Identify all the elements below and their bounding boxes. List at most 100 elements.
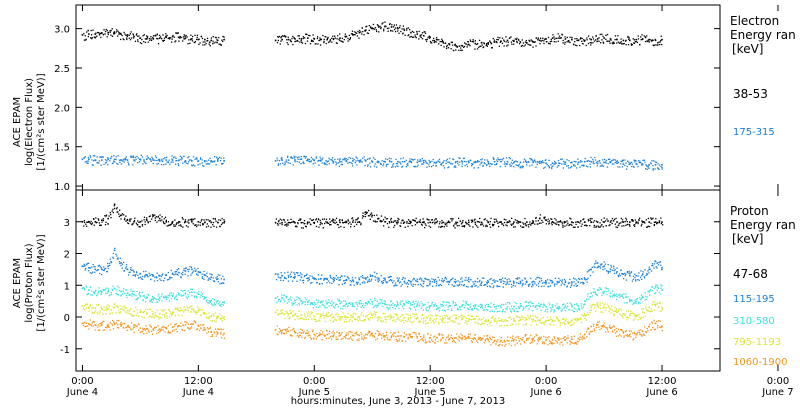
proton-point [180, 309, 183, 311]
electron-point [196, 158, 198, 160]
proton-point [195, 270, 197, 272]
electron-point [460, 47, 462, 49]
proton-point [93, 292, 96, 295]
electron-point [343, 39, 345, 41]
proton-point [450, 279, 452, 281]
electron-point [139, 158, 142, 161]
proton-point [575, 283, 577, 285]
proton-point [379, 220, 381, 222]
electron-point [607, 40, 609, 42]
electron-series-1 [81, 154, 663, 171]
electron-point [607, 163, 609, 165]
proton-point [557, 318, 559, 320]
electron-point [481, 158, 483, 160]
electron-point [154, 159, 156, 161]
proton-point [319, 301, 322, 304]
proton-point [191, 221, 193, 223]
electron-point [326, 38, 328, 41]
proton-point [220, 305, 222, 307]
proton-point [576, 221, 578, 223]
proton-point [364, 211, 366, 213]
proton-point [183, 289, 185, 291]
electron-point [442, 41, 444, 43]
proton-point [488, 285, 491, 287]
proton-point [294, 318, 296, 321]
electron-point [463, 160, 466, 163]
proton-point [360, 276, 362, 278]
proton-point [98, 264, 101, 266]
proton-point [124, 292, 126, 294]
proton-point [154, 214, 156, 216]
proton-point [302, 318, 305, 320]
proton-point [537, 316, 539, 319]
electron-point [390, 30, 392, 32]
electron-point [336, 38, 338, 40]
electron-point [133, 159, 135, 161]
proton-point [154, 276, 156, 278]
proton-point [333, 307, 336, 309]
electron-point [557, 40, 559, 42]
electron-point [191, 165, 193, 167]
electron-point [332, 162, 334, 164]
proton-point [445, 314, 447, 316]
proton-point [603, 261, 605, 263]
proton-point [390, 300, 392, 303]
proton-point [127, 222, 129, 224]
proton-point [276, 309, 279, 311]
electron-point [372, 27, 375, 30]
electron-point [525, 160, 527, 163]
electron-point [390, 160, 393, 163]
proton-point [531, 281, 533, 283]
proton-point [86, 294, 88, 296]
proton-point [116, 255, 118, 257]
proton-point [81, 287, 84, 290]
proton-point [452, 277, 454, 280]
electron-point [564, 38, 567, 40]
electron-point [659, 43, 661, 46]
proton-point [549, 285, 552, 287]
electron-point [110, 157, 112, 159]
proton-point [374, 314, 377, 316]
proton-point [193, 291, 196, 293]
proton-point [186, 297, 188, 299]
proton-point [433, 305, 435, 307]
proton-point [551, 221, 554, 223]
proton-point [551, 281, 554, 283]
electron-point [647, 40, 649, 43]
electron-point [575, 161, 577, 163]
proton-point [503, 218, 505, 220]
proton-point [571, 224, 573, 226]
proton-point [484, 284, 487, 286]
proton-point [124, 307, 126, 309]
proton-point [206, 317, 208, 319]
proton-point [349, 301, 351, 304]
proton-point [416, 278, 418, 280]
proton-point [375, 304, 377, 306]
proton-point [650, 217, 652, 219]
proton-point [613, 267, 615, 269]
proton-point [508, 317, 510, 319]
electron-point [84, 156, 86, 158]
proton-point [638, 279, 640, 281]
electron-point [489, 162, 492, 165]
proton-point [518, 320, 520, 322]
proton-point [541, 219, 543, 222]
proton-point [406, 286, 409, 288]
proton-point [465, 301, 468, 303]
electron-point [611, 42, 613, 44]
proton-point [537, 220, 539, 222]
electron-point [545, 38, 547, 40]
proton-point [374, 276, 376, 278]
proton-point [399, 281, 402, 283]
electron-point [472, 163, 474, 165]
proton-point [492, 317, 494, 319]
electron-point [487, 43, 489, 45]
electron-point [438, 43, 440, 45]
electron-point [633, 39, 636, 41]
proton-point [619, 275, 621, 277]
electron-point [135, 34, 137, 36]
proton-point [183, 294, 185, 296]
proton-point [141, 225, 144, 227]
proton-point [85, 304, 87, 306]
electron-point [178, 40, 180, 42]
